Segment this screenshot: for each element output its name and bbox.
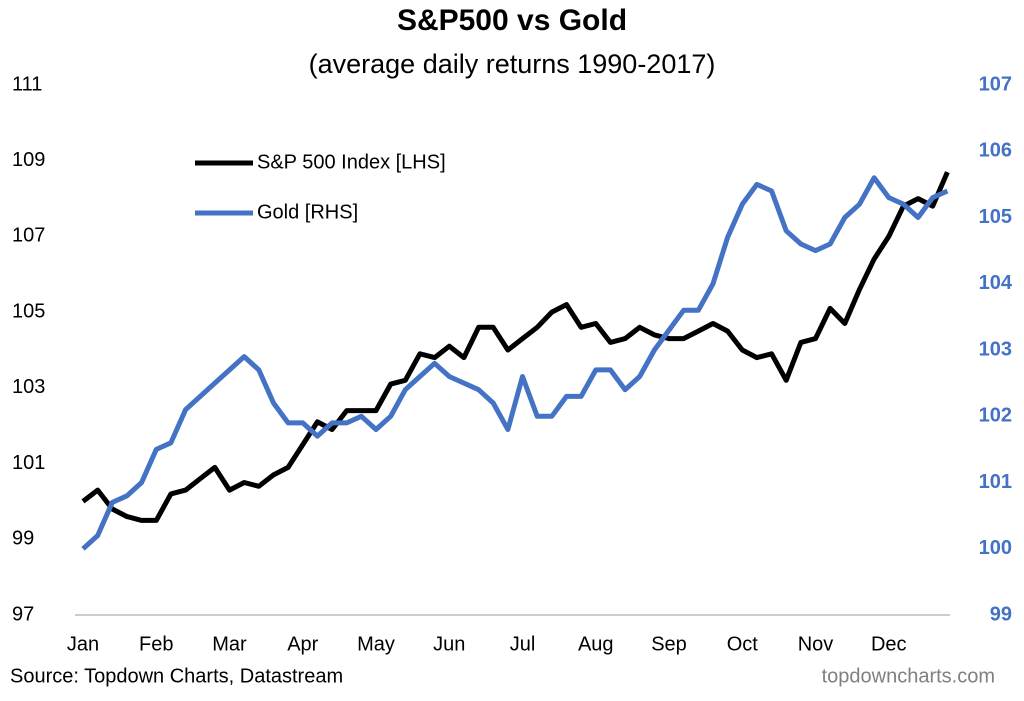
chart-subtitle: (average daily returns 1990-2017) bbox=[309, 49, 716, 79]
series-line bbox=[81, 175, 949, 551]
y-tick-label: 97 bbox=[12, 603, 34, 625]
y2-tick-label: 101 bbox=[979, 471, 1012, 493]
y2-tick-label: 100 bbox=[979, 537, 1012, 559]
y2-tick-label: 102 bbox=[979, 405, 1012, 427]
y-tick-label: 103 bbox=[12, 376, 45, 398]
y-tick-label: 109 bbox=[12, 149, 45, 171]
y2-tick-label: 107 bbox=[979, 73, 1012, 95]
y-tick-label: 101 bbox=[12, 452, 45, 474]
source: Source: Topdown Charts, Datastream bbox=[10, 665, 343, 687]
x-tick-label: Nov bbox=[798, 633, 834, 655]
x-tick-label: Oct bbox=[727, 633, 759, 655]
legend-label: S&P 500 Index [LHS] bbox=[257, 151, 446, 173]
y2-tick-label: 104 bbox=[979, 272, 1013, 294]
x-tick-label: Feb bbox=[139, 633, 173, 655]
x-tick-label: May bbox=[357, 633, 395, 655]
y-tick-label: 99 bbox=[12, 528, 34, 550]
y-tick-label: 111 bbox=[12, 73, 42, 95]
legend-label: Gold [RHS] bbox=[257, 201, 358, 223]
y-tick-label: 105 bbox=[12, 300, 45, 322]
x-tick-label: Jul bbox=[510, 633, 536, 655]
x-tick-label: Jan bbox=[67, 633, 99, 655]
y2-tick-label: 99 bbox=[990, 603, 1012, 625]
x-tick-label: Dec bbox=[871, 633, 907, 655]
x-tick-label: Aug bbox=[578, 633, 614, 655]
y-tick-label: 107 bbox=[12, 225, 45, 247]
series-line bbox=[81, 171, 950, 523]
watermark: topdowncharts.com bbox=[822, 665, 995, 687]
x-tick-label: Apr bbox=[287, 633, 318, 655]
chart-title: S&P500 vs Gold bbox=[397, 4, 627, 37]
x-tick-label: Jun bbox=[433, 633, 465, 655]
x-tick-label: Mar bbox=[212, 633, 247, 655]
x-tick-label: Sep bbox=[651, 633, 687, 655]
y2-tick-label: 106 bbox=[979, 140, 1012, 162]
y2-tick-label: 103 bbox=[979, 338, 1012, 360]
y2-tick-label: 105 bbox=[979, 206, 1012, 228]
